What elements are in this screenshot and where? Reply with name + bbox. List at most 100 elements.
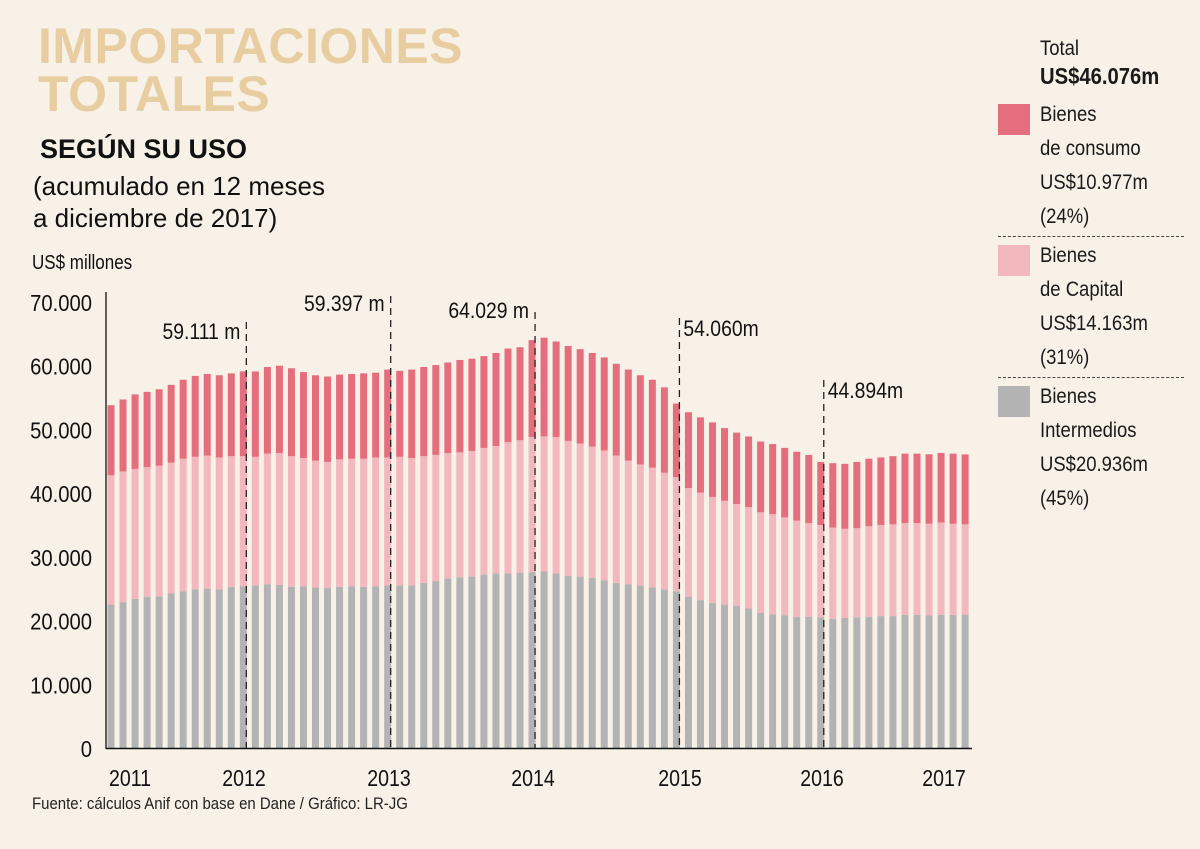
bar-segment-bienes-de-consumo <box>420 366 428 457</box>
bar-segment-bienes-de-consumo <box>372 372 380 458</box>
bar-segment-bienes-intermedios <box>372 586 380 748</box>
title-line-1: IMPORTACIONES <box>38 18 464 74</box>
bar-segment-bienes-de-capital <box>781 517 789 616</box>
bar-segment-bienes-de-consumo <box>468 358 476 452</box>
bar-segment-bienes-de-capital <box>227 456 235 587</box>
bar-segment-bienes-de-capital <box>312 460 320 588</box>
bar-segment-bienes-intermedios <box>432 581 440 748</box>
bar-segment-bienes-intermedios <box>396 585 404 748</box>
bar-segment-bienes-intermedios <box>817 617 825 748</box>
bar-segment-bienes-de-capital <box>612 455 620 583</box>
bar-segment-bienes-intermedios <box>384 585 392 748</box>
bar-segment-bienes-de-consumo <box>588 352 596 447</box>
bar-segment-bienes-intermedios <box>877 616 885 748</box>
bar-segment-bienes-de-capital <box>684 488 692 597</box>
annotation-label: 59.397 m <box>304 292 385 316</box>
legend-consumo-line2: de consumo <box>1040 137 1141 160</box>
bar-segment-bienes-de-consumo <box>155 389 163 466</box>
bar-segment-bienes-de-consumo <box>937 453 945 523</box>
bar-segment-bienes-intermedios <box>937 614 945 748</box>
bar-segment-bienes-intermedios <box>636 585 644 748</box>
x-tick-label: 2014 <box>511 766 555 792</box>
bar-segment-bienes-de-capital <box>576 443 584 577</box>
bar-segment-bienes-de-capital <box>600 450 608 581</box>
x-tick-label: 2013 <box>367 766 410 792</box>
bar-segment-bienes-de-consumo <box>636 375 644 465</box>
bar-segment-bienes-de-capital <box>901 523 909 615</box>
bar-segment-bienes-intermedios <box>709 602 716 748</box>
x-tick-label: 2017 <box>922 766 965 792</box>
legend-consumo-pct: (24%) <box>1040 205 1090 228</box>
bar-segment-bienes-intermedios <box>420 582 428 748</box>
bar-segment-bienes-de-consumo <box>396 370 404 457</box>
annotation-label: 64.029 m <box>448 299 529 323</box>
bar-segment-bienes-intermedios <box>841 618 849 748</box>
bar-segment-bienes-de-capital <box>372 457 380 587</box>
bar-segment-bienes-intermedios <box>865 616 873 748</box>
bar-segment-bienes-intermedios <box>191 589 199 748</box>
bar-segment-bienes-intermedios <box>239 586 247 748</box>
legend-consumo-value: US$10.977m <box>1040 171 1148 194</box>
bar-segment-bienes-de-capital <box>829 527 837 619</box>
bar-segment-bienes-intermedios <box>612 582 620 748</box>
bar-segment-bienes-de-capital <box>384 457 392 586</box>
bar-segment-bienes-de-capital <box>143 467 151 597</box>
legend-item-consumo: Bienes de consumo US$10.977m (24%) <box>998 98 1198 234</box>
bar-segment-bienes-de-consumo <box>877 457 885 525</box>
legend-swatch-intermedios <box>998 386 1030 417</box>
bar-segment-bienes-de-consumo <box>781 447 789 518</box>
bar-segment-bienes-de-capital <box>528 437 536 573</box>
bar-segment-bienes-intermedios <box>468 576 476 748</box>
bar-segment-bienes-de-capital <box>420 456 428 583</box>
bar-segment-bienes-de-capital <box>492 445 500 574</box>
bar-segment-bienes-de-capital <box>504 442 512 574</box>
bar-segment-bienes-de-consumo <box>504 348 512 443</box>
axes-group: 0 10.000 20.000 30.000 40.000 50.000 60.000 70.… <box>30 290 972 792</box>
bar-segment-bienes-de-consumo <box>324 376 332 462</box>
bar-segment-bienes-de-capital <box>588 446 596 578</box>
bar-segment-bienes-de-consumo <box>275 365 283 454</box>
bar-segment-bienes-de-capital <box>648 467 656 588</box>
bar-segment-bienes-de-consumo <box>853 461 861 529</box>
bar-segment-bienes-intermedios <box>287 586 295 748</box>
y-tick-label: 30.000 <box>30 545 92 572</box>
bar-segment-bienes-de-consumo <box>528 340 536 438</box>
bar-segment-bienes-intermedios <box>901 614 909 748</box>
bar-segment-bienes-de-capital <box>721 500 729 605</box>
legend-swatch-capital <box>998 245 1030 276</box>
bar-segment-bienes-intermedios <box>360 586 368 748</box>
bar-segment-bienes-de-consumo <box>612 363 620 456</box>
bar-segment-bienes-de-consumo <box>805 454 813 524</box>
bar-segment-bienes-de-consumo <box>660 387 668 473</box>
bar-segment-bienes-de-consumo <box>841 463 849 529</box>
bar-segment-bienes-intermedios <box>215 589 223 748</box>
bar-segment-bienes-de-capital <box>263 453 271 585</box>
bar-segment-bienes-de-capital <box>769 514 777 615</box>
bar-segment-bienes-intermedios <box>660 589 668 748</box>
bar-segment-bienes-de-consumo <box>360 373 368 459</box>
bar-segment-bienes-de-capital <box>155 465 163 597</box>
bar-segment-bienes-intermedios <box>745 608 753 748</box>
bar-segment-bienes-intermedios <box>721 604 729 748</box>
bar-segment-bienes-intermedios <box>576 576 584 748</box>
bar-segment-bienes-de-consumo <box>119 399 127 472</box>
y-tick-label: 10.000 <box>30 672 92 699</box>
legend-intermedios-pct: (45%) <box>1040 487 1090 510</box>
bar-segment-bienes-de-consumo <box>757 441 765 513</box>
bar-segment-bienes-intermedios <box>299 586 307 748</box>
bar-segment-bienes-intermedios <box>516 572 524 748</box>
bar-segment-bienes-de-capital <box>949 523 957 615</box>
bar-segment-bienes-de-capital <box>444 453 452 579</box>
bar-segment-bienes-de-consumo <box>865 458 873 527</box>
bar-segment-bienes-de-consumo <box>925 454 933 524</box>
bar-segment-bienes-intermedios <box>275 584 283 748</box>
bar-segment-bienes-de-capital <box>733 503 741 606</box>
x-tick-label: 2011 <box>109 766 151 792</box>
bar-segment-bienes-de-capital <box>275 453 283 585</box>
bar-segment-bienes-de-capital <box>672 477 680 592</box>
bar-segment-bienes-intermedios <box>684 596 692 748</box>
bar-segment-bienes-de-capital <box>131 468 139 599</box>
bar-segment-bienes-de-capital <box>251 456 259 586</box>
bar-segment-bienes-intermedios <box>540 571 548 748</box>
